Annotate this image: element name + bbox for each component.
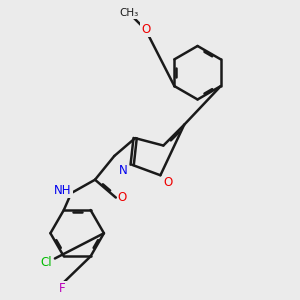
Text: F: F	[59, 282, 66, 295]
Text: O: O	[141, 23, 150, 36]
Text: O: O	[163, 176, 172, 189]
Text: NH: NH	[54, 184, 72, 197]
Text: N: N	[119, 164, 128, 177]
Text: CH₃: CH₃	[120, 8, 139, 18]
Text: Cl: Cl	[40, 256, 52, 269]
Text: O: O	[118, 191, 127, 204]
